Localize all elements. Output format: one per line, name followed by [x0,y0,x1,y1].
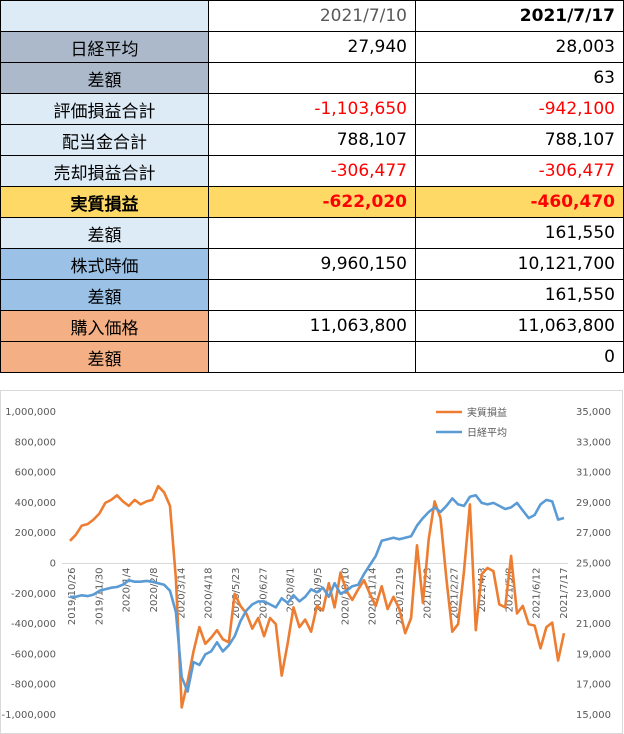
chart-border [0,390,623,734]
row-value: 10,121,700 [415,248,624,280]
x-axis-tick-label: 2021/1/23 [422,568,433,619]
left-axis-tick-label: -200,000 [11,589,56,600]
row-value: 11,063,800 [415,310,624,342]
x-axis-tick-label: 2020/5/23 [231,568,242,619]
left-axis-tick-label: -1,000,000 [1,710,56,721]
table-row: 実質損益 -622,020 -460,470 [0,186,624,218]
left-axis-tick-label: 600,000 [15,468,56,479]
x-axis-tick-label: 2020/1/4 [122,568,133,613]
row-value: -622,020 [208,186,416,218]
right-axis-tick-label: 17,000 [576,680,611,691]
x-axis-tick-label: 2021/2/27 [450,568,461,619]
row-value [208,217,416,249]
left-axis-tick-label: 0 [50,559,56,570]
row-value: 11,063,800 [208,310,416,342]
summary-table: 2021/7/10 2021/7/17 日経平均 27,940 28,003 差額 63 評価… [0,0,624,373]
row-label: 差額 [0,279,209,311]
left-axis-tick-label: -600,000 [11,649,56,660]
row-label: 差額 [0,341,209,373]
right-axis-tick-label: 23,000 [576,589,611,600]
row-value: 63 [415,62,624,94]
row-label: 購入価格 [0,310,209,342]
row-value [208,341,416,373]
row-label: 株式時価 [0,248,209,280]
row-value: -306,477 [415,155,624,187]
table-row: 差額 0 [0,341,624,373]
table-row: 株式時価 9,960,150 10,121,700 [0,248,624,280]
x-axis-tick-label: 2020/12/19 [395,568,406,626]
x-axis-tick-label: 2020/2/8 [149,568,160,613]
table-row: 差額 161,550 [0,279,624,311]
row-label: 実質損益 [0,186,209,218]
x-axis-tick-label: 2020/3/14 [176,568,187,619]
x-axis-tick-label: 2020/11/14 [368,568,379,626]
x-axis-tick-label: 2021/4/3 [477,568,488,613]
row-value: -306,477 [208,155,416,187]
row-value: 161,550 [415,217,624,249]
header-date-cell: 2021/7/10 [208,0,416,32]
series-line-nikkei-heikin [70,494,565,693]
table-row: 購入価格 11,063,800 11,063,800 [0,310,624,342]
row-value: 28,003 [415,31,624,63]
table-row: 日経平均 27,940 28,003 [0,31,624,63]
table-header-row: 2021/7/10 2021/7/17 [0,0,624,32]
row-label: 差額 [0,217,209,249]
right-axis-tick-label: 15,000 [576,710,611,721]
header-corner-cell [0,0,209,32]
x-axis-tick-label: 2020/4/18 [204,568,215,619]
right-axis-tick-label: 29,000 [576,498,611,509]
left-axis-tick-label: -400,000 [11,619,56,630]
right-axis-tick-label: 21,000 [576,619,611,630]
header-date-cell: 2021/7/17 [415,0,624,32]
row-value: -942,100 [415,93,624,125]
legend-label: 実質損益 [467,406,507,419]
left-axis-tick-label: 800,000 [15,437,56,448]
row-value: 0 [415,341,624,373]
table-row: 評価損益合計 -1,103,650 -942,100 [0,93,624,125]
row-value: -1,103,650 [208,93,416,125]
x-axis-tick-label: 2019/11/30 [94,568,105,626]
table-row: 売却損益合計 -306,477 -306,477 [0,155,624,187]
right-axis-tick-label: 31,000 [576,468,611,479]
table-row: 差額 63 [0,62,624,94]
row-label: 評価損益合計 [0,93,209,125]
x-axis-tick-label: 2020/10/10 [340,568,351,626]
x-axis-tick-label: 2021/5/8 [504,568,515,613]
x-axis-tick-label: 2021/6/12 [532,568,543,619]
row-value: 161,550 [415,279,624,311]
left-axis-tick-label: -800,000 [11,680,56,691]
row-value: 788,107 [415,124,624,156]
row-value: -460,470 [415,186,624,218]
row-label: 配当金合計 [0,124,209,156]
left-axis-tick-label: 400,000 [15,498,56,509]
right-axis-tick-label: 19,000 [576,649,611,660]
table-row: 配当金合計 788,107 788,107 [0,124,624,156]
x-axis-tick-label: 2020/8/1 [286,568,297,613]
right-axis-tick-label: 35,000 [576,407,611,418]
right-axis-tick-label: 33,000 [576,437,611,448]
row-value: 9,960,150 [208,248,416,280]
row-label: 差額 [0,62,209,94]
right-axis-tick-label: 27,000 [576,528,611,539]
row-label: 売却損益合計 [0,155,209,187]
left-axis-tick-label: 200,000 [15,528,56,539]
row-value: 788,107 [208,124,416,156]
table-row: 差額 161,550 [0,217,624,249]
x-axis-tick-label: 2021/7/17 [559,568,570,619]
row-value [208,279,416,311]
line-chart: 1,000,000 800,000 600,000 400,000 200,000 0 -2… [0,390,623,734]
legend-label: 日経平均 [467,426,507,439]
row-value: 27,940 [208,31,416,63]
series-line-jisshitsu-soneki [69,484,566,709]
right-axis-tick-label: 25,000 [576,559,611,570]
row-label: 日経平均 [0,31,209,63]
left-axis-tick-label: 1,000,000 [5,407,56,418]
x-axis-tick-label: 2020/6/27 [258,568,269,619]
row-value [208,62,416,94]
